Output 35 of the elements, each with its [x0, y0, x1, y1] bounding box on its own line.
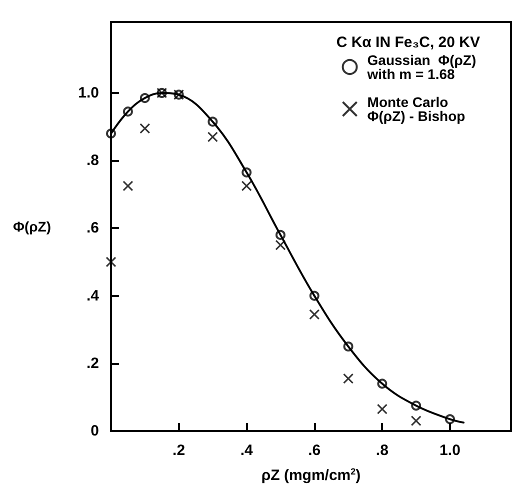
point — [411, 400, 422, 411]
point — [343, 342, 354, 352]
point — [444, 414, 455, 424]
point — [207, 132, 218, 142]
point — [208, 116, 218, 127]
point — [242, 167, 252, 178]
point — [376, 404, 388, 414]
point — [276, 230, 286, 240]
x-tick-label: .2 — [172, 442, 186, 459]
point — [122, 106, 133, 117]
point — [309, 309, 320, 320]
y-tick-label: .4 — [86, 287, 100, 304]
y-tick-label: 1.0 — [78, 84, 99, 102]
x-tick-label: .4 — [240, 442, 254, 459]
point — [241, 180, 252, 192]
point — [140, 123, 150, 134]
point — [122, 180, 134, 192]
point — [275, 240, 286, 250]
y-tick-label: 0 — [90, 422, 99, 440]
y-tick-label: .6 — [86, 220, 99, 237]
text: C Kα IN Fe₃C, 20 KV — [336, 34, 480, 51]
point — [140, 93, 150, 104]
legend-label: Gaussian Φ(ρZ) with m = 1.68 — [366, 52, 480, 82]
point — [309, 290, 320, 301]
y-axis-title: Φ(ρZ) — [12, 218, 51, 234]
x-tick-label: 1.0 — [440, 442, 460, 459]
y-tick-label: .2 — [86, 354, 99, 372]
x-tick-label: .6 — [308, 442, 321, 459]
point — [377, 378, 388, 389]
point — [410, 416, 422, 426]
point — [342, 373, 354, 384]
y-tick-label: .8 — [86, 152, 99, 170]
legend-label: Monte Carlo Φ(ρZ) - Bishop — [367, 94, 466, 124]
point — [106, 256, 116, 268]
x-tick-label: .8 — [376, 442, 388, 459]
